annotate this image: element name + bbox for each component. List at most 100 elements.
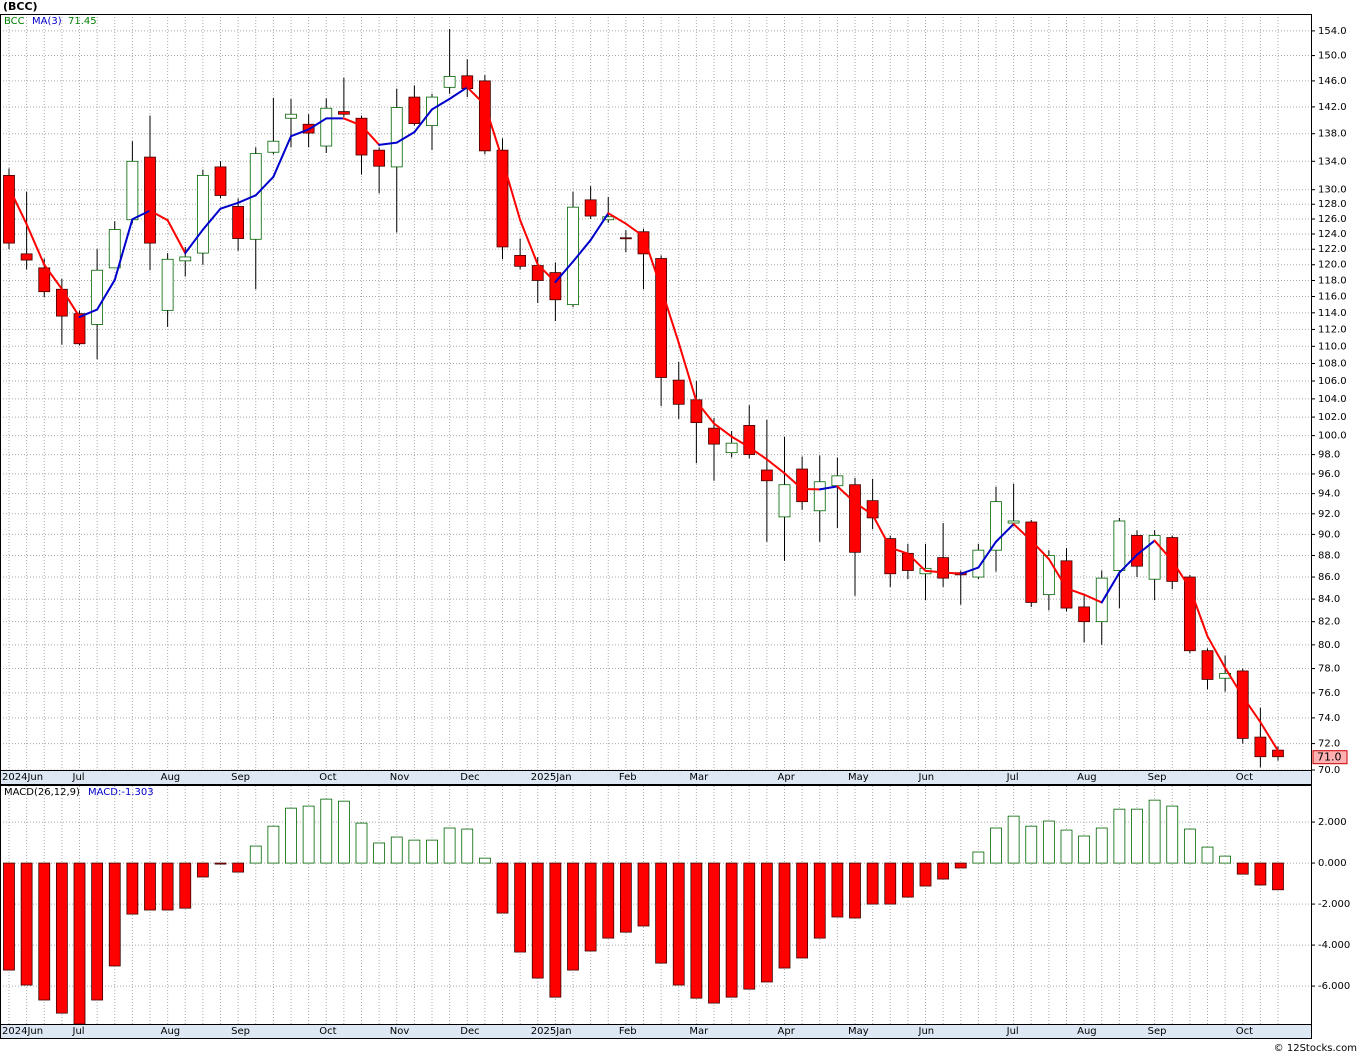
y-tick-label: 78.0 — [1318, 664, 1340, 675]
macd-bar — [1114, 809, 1125, 863]
y-tick-label: 114.0 — [1318, 308, 1347, 319]
candle-body — [885, 539, 896, 574]
y-tick-label: 0.000 — [1318, 858, 1347, 869]
legend-symbol: BCC — [4, 16, 25, 27]
x-tick-label: 2025Jan — [531, 1026, 572, 1037]
y-tick-label: 124.0 — [1318, 229, 1347, 240]
macd-bar — [391, 837, 402, 863]
x-tick-label: Sep — [231, 772, 250, 783]
x-tick-label: Mar — [689, 772, 709, 783]
x-tick-label: 2025Jan — [531, 772, 572, 783]
y-tick-label: -6.000 — [1318, 981, 1350, 992]
candle-body — [585, 200, 596, 216]
candle-body — [1061, 561, 1072, 608]
macd-bar — [39, 863, 50, 1000]
candle-body — [409, 97, 420, 124]
y-tick-label: 100.0 — [1318, 431, 1347, 442]
x-tick-label: Dec — [460, 772, 479, 783]
y-tick-label: 82.0 — [1318, 617, 1340, 628]
candle-body — [1114, 521, 1125, 571]
candle-body — [338, 112, 349, 115]
macd-bar — [1079, 836, 1090, 863]
x-tick-label: Aug — [1077, 1026, 1097, 1037]
x-tick-label: Aug — [1077, 772, 1097, 783]
macd-bar — [1273, 863, 1284, 890]
y-tick-label: 88.0 — [1318, 550, 1340, 561]
x-tick-label: Jun — [918, 1026, 935, 1037]
y-tick-label: 70.0 — [1318, 765, 1340, 776]
y-tick-label: 86.0 — [1318, 572, 1340, 583]
y-tick-label: 102.0 — [1318, 412, 1347, 423]
macd-bar — [515, 863, 526, 952]
candle-body — [127, 161, 138, 219]
y-tick-label: 128.0 — [1318, 199, 1347, 210]
macd-bar — [638, 863, 649, 926]
candle-body — [779, 485, 790, 517]
macd-bar — [233, 863, 244, 872]
x-tick-label: Jul — [1006, 1026, 1019, 1037]
x-tick-label: Jul — [72, 1026, 85, 1037]
last-price-label: 71.0 — [1317, 751, 1342, 764]
y-tick-label: 74.0 — [1318, 713, 1340, 724]
macd-bar — [867, 863, 878, 904]
x-tick-label: Jul — [1006, 772, 1019, 783]
y-tick-label: 76.0 — [1318, 688, 1340, 699]
macd-bar — [585, 863, 596, 951]
macd-bar — [250, 846, 261, 863]
macd-bar — [180, 863, 191, 908]
macd-bar — [1184, 829, 1195, 863]
date-strip — [0, 1024, 1311, 1038]
x-tick-label: Sep — [1148, 772, 1167, 783]
candle-body — [761, 470, 772, 481]
macd-bar — [92, 863, 103, 1000]
macd-bar — [973, 852, 984, 863]
x-tick-label: Oct — [319, 1026, 336, 1037]
y-tick-label: -2.000 — [1318, 899, 1350, 910]
candle-body — [938, 558, 949, 579]
candle-body — [391, 108, 402, 167]
candle-body — [620, 238, 631, 239]
macd-bar — [215, 863, 226, 864]
y-tick-label: 92.0 — [1318, 509, 1340, 520]
macd-bar — [726, 863, 737, 997]
macd-bar — [656, 863, 667, 963]
legend-ma: MA(3) — [32, 16, 62, 27]
macd-bar — [145, 863, 156, 910]
macd-bar — [1237, 863, 1248, 874]
macd-legend-value: MACD:-1.303 — [88, 787, 154, 798]
candle-body — [444, 76, 455, 87]
macd-bar — [532, 863, 543, 978]
x-tick-label: Feb — [619, 772, 637, 783]
y-tick-label: 118.0 — [1318, 275, 1347, 286]
macd-bar — [568, 863, 579, 970]
candle-body — [427, 97, 438, 126]
x-tick-label: Oct — [319, 772, 336, 783]
candle-body — [850, 485, 861, 553]
macd-bar — [814, 863, 825, 938]
candle-body — [1079, 607, 1090, 622]
y-tick-label: 94.0 — [1318, 489, 1340, 500]
candle-body — [673, 380, 684, 404]
macd-bar — [1255, 863, 1266, 885]
y-tick-label: 142.0 — [1318, 102, 1347, 113]
macd-bar — [444, 828, 455, 863]
macd-bar — [338, 801, 349, 863]
macd-legend: MACD(26,12,9) — [4, 787, 80, 798]
y-tick-label: 98.0 — [1318, 450, 1340, 461]
y-tick-label: 104.0 — [1318, 394, 1347, 405]
macd-bar — [321, 799, 332, 863]
macd-bar — [938, 863, 949, 879]
ma-segment — [943, 572, 961, 573]
macd-bar — [779, 863, 790, 968]
x-tick-label: May — [848, 1026, 869, 1037]
x-tick-label: Aug — [161, 1026, 181, 1037]
y-tick-label: 106.0 — [1318, 376, 1347, 387]
macd-bar — [1220, 856, 1231, 863]
macd-bar — [1043, 821, 1054, 863]
macd-bar — [1132, 809, 1143, 863]
macd-bar — [356, 823, 367, 863]
y-tick-label: 146.0 — [1318, 76, 1347, 87]
candle-body — [162, 259, 173, 310]
candle-body — [497, 150, 508, 247]
macd-bar — [4, 863, 15, 970]
